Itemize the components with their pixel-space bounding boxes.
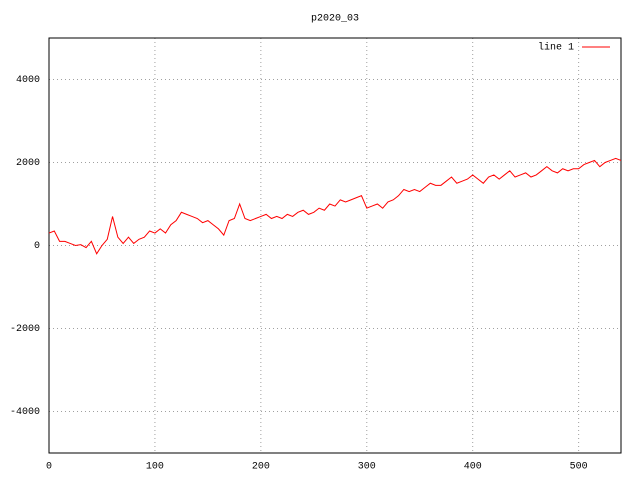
data-line [48,157,622,255]
y-tick-label: -4000 [10,407,40,418]
x-tick-label: 500 [570,462,588,473]
plot-border [48,37,622,454]
y-tick-label: -2000 [10,324,40,335]
y-tick-label: 4000 [16,75,40,86]
legend-label: line 1 [538,42,574,54]
y-tick-label: 0 [34,241,40,252]
x-tick-label: 300 [358,462,376,473]
x-tick-label: 400 [464,462,482,473]
x-tick-label: 200 [252,462,270,473]
chart-title: p2020_03 [311,14,359,25]
x-tick-label: 0 [46,462,52,473]
x-tick-label: 100 [146,462,164,473]
y-tick-label: 2000 [16,158,40,169]
